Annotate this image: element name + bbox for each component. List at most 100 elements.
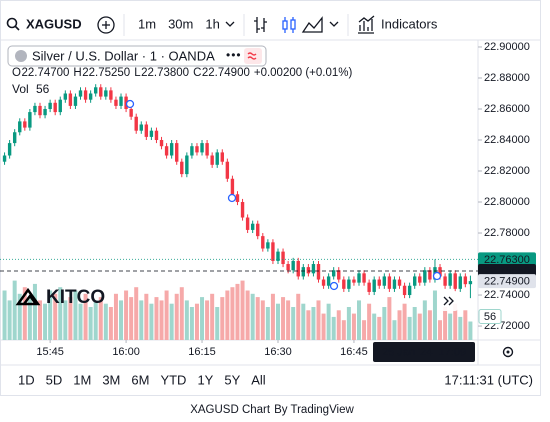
- candle-body: [180, 161, 184, 175]
- range-button[interactable]: 5D: [46, 372, 63, 387]
- search-icon[interactable]: [6, 17, 18, 29]
- candle-body: [200, 143, 204, 153]
- legend-box[interactable]: [7, 45, 267, 67]
- area-icon[interactable]: [301, 16, 323, 33]
- volume-bar: [169, 303, 174, 340]
- candle-body: [28, 112, 32, 128]
- interval[interactable]: 1h: [205, 16, 219, 31]
- range-button[interactable]: 1D: [18, 372, 35, 387]
- footer-link[interactable]: XAGUSD Chart: [190, 404, 271, 416]
- volume-bar: [397, 310, 402, 340]
- volume-bar: [210, 293, 215, 340]
- volume-bar: [159, 300, 164, 340]
- volume-bar: [113, 293, 118, 340]
- range-button[interactable]: All: [251, 372, 266, 387]
- ohlc-value: 22.75250: [82, 67, 130, 79]
- candle-body: [286, 264, 290, 271]
- ohlc-key: L: [134, 67, 141, 79]
- range-button[interactable]: YTD: [160, 372, 186, 387]
- footer: XAGUSD Chart By TradingView: [190, 404, 354, 416]
- event-marker[interactable]: [329, 281, 339, 291]
- ohlc-key: O: [12, 67, 21, 79]
- candle-body: [331, 270, 336, 277]
- crosshair-time-box: [373, 342, 475, 362]
- ohlc-key: H: [73, 67, 81, 79]
- volume-bar: [134, 287, 139, 340]
- compare-button[interactable]: [97, 16, 115, 34]
- volume-bar: [255, 297, 260, 340]
- event-marker[interactable]: [227, 193, 237, 203]
- interval[interactable]: 30m: [168, 16, 193, 31]
- candle-icon[interactable]: [282, 20, 288, 30]
- candle-body: [164, 146, 169, 156]
- scroll-to-realtime[interactable]: [443, 296, 454, 306]
- candle-body: [402, 285, 407, 296]
- volume-bar: [174, 293, 179, 340]
- candle-body: [428, 270, 432, 280]
- x-tick-label: 16:30: [264, 346, 292, 358]
- volume-bar: [179, 287, 184, 340]
- candle-body: [438, 267, 442, 277]
- range-button[interactable]: 5Y: [224, 372, 240, 387]
- y-tick-label: 22.82000: [484, 165, 530, 177]
- candle-body: [99, 87, 103, 97]
- intervals: 1m 30m 1h: [138, 16, 220, 31]
- candle-body: [266, 242, 270, 249]
- symbol[interactable]: XAGUSD: [26, 16, 82, 31]
- volume-bar: [407, 316, 412, 340]
- legend-more[interactable]: •••: [226, 48, 242, 62]
- candle-body: [377, 279, 381, 286]
- candle-body: [225, 161, 230, 179]
- candle-body: [347, 279, 351, 289]
- indicators-button[interactable]: Indicators: [381, 16, 438, 31]
- x-tick-label: 15:45: [36, 346, 64, 358]
- candle-body: [276, 251, 280, 261]
- candle-body: [392, 279, 397, 289]
- settings-button[interactable]: [502, 346, 514, 358]
- volume-bar: [291, 307, 296, 340]
- candle-body: [129, 108, 133, 117]
- volume-value: 56: [36, 82, 50, 96]
- indicators-icon[interactable]: [358, 15, 375, 34]
- range-button[interactable]: 1M: [73, 372, 91, 387]
- interval-menu[interactable]: [225, 21, 235, 27]
- volume-bar: [453, 303, 458, 340]
- volume-bar: [17, 293, 22, 340]
- chart-type-menu[interactable]: [329, 21, 339, 27]
- candle-body: [463, 276, 468, 285]
- volume-bar: [139, 300, 144, 340]
- volume-bar: [387, 297, 392, 340]
- candle-body: [159, 140, 164, 147]
- range-button[interactable]: 6M: [131, 372, 149, 387]
- bar-style-icon[interactable]: [254, 17, 267, 33]
- volume-bar: [412, 307, 417, 340]
- candle-body: [256, 223, 260, 237]
- volume-bar: [32, 283, 37, 340]
- volume-bar: [43, 303, 48, 340]
- event-marker[interactable]: [125, 99, 135, 109]
- volume-bar: [306, 310, 311, 340]
- candle-body: [169, 143, 174, 156]
- volume-bar: [316, 300, 321, 340]
- volume-bar: [296, 293, 301, 340]
- volume-label: Vol: [12, 82, 29, 96]
- volume-bar: [53, 293, 58, 340]
- y-tick-label: 22.80000: [484, 196, 530, 208]
- candle-body: [175, 143, 179, 162]
- interval[interactable]: 1m: [138, 16, 156, 31]
- candle-body: [342, 279, 346, 289]
- ohlc-change: +0.00200 (+0.01%): [254, 67, 353, 79]
- candle-body: [12, 132, 17, 144]
- volume-bar: [235, 283, 240, 340]
- range-button[interactable]: 1Y: [197, 372, 213, 387]
- event-marker[interactable]: [432, 271, 442, 281]
- volume-bar: [88, 307, 93, 340]
- candle-body: [154, 130, 159, 140]
- volume-bar: [205, 300, 210, 340]
- volume-bar: [336, 310, 341, 340]
- range-button[interactable]: 3M: [102, 372, 120, 387]
- price-label: 22.74900: [484, 275, 530, 287]
- volume-bar: [427, 310, 432, 340]
- candle-body: [250, 223, 255, 230]
- market-status[interactable]: [244, 48, 262, 64]
